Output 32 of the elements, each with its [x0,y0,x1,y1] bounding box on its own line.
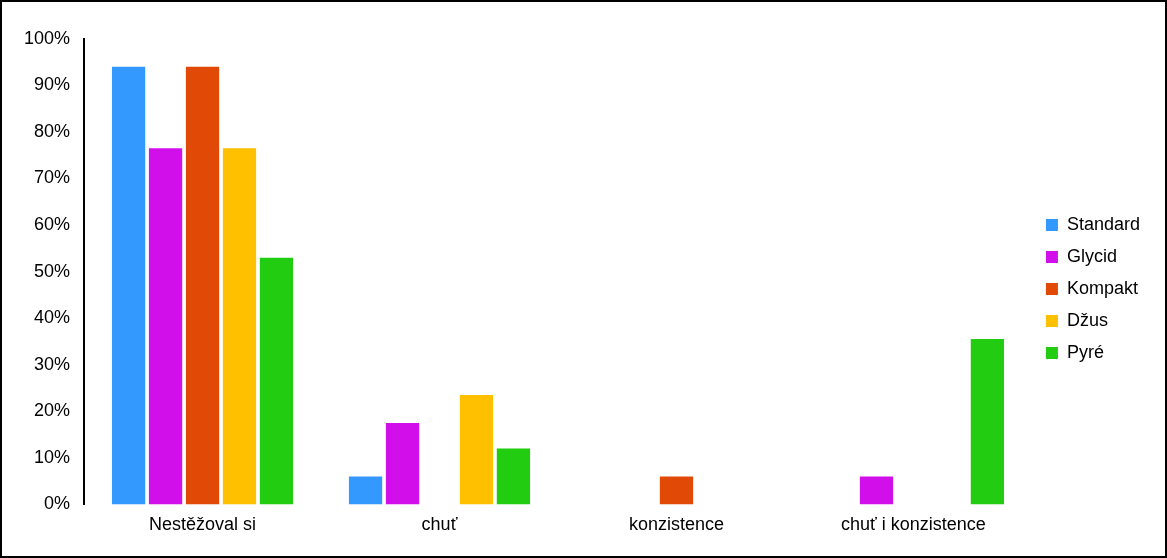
bar [859,476,894,505]
legend-label: Kompakt [1066,277,1138,298]
y-tick-label: 90% [34,74,71,95]
bar [385,422,420,505]
y-tick-label: 0% [44,493,71,514]
bar [496,448,531,505]
y-tick-label: 30% [34,353,71,374]
bar [259,257,294,505]
legend-label: Standard [1066,213,1141,234]
y-tick-label: 10% [34,446,71,467]
legend-label: Glycid [1066,245,1117,266]
x-tick-label: Nestěžoval si [149,514,257,535]
x-tick-label: konzistence [628,514,725,535]
y-tick-label: 70% [34,167,71,188]
y-tick-label: 20% [34,400,71,421]
y-tick-label: 60% [34,214,71,235]
bar [348,476,383,505]
bar [185,66,220,505]
bar [459,394,494,505]
x-tick-label: chuť i konzistence [841,514,986,535]
bar [148,148,183,505]
y-tick-label: 50% [34,260,71,281]
bar [970,339,1005,505]
x-tick-label: chuť [421,514,458,535]
bar [111,66,146,505]
y-tick-label: 40% [34,307,71,328]
bar [659,476,694,505]
y-tick-label: 80% [34,120,71,141]
bar [222,148,257,505]
y-tick-label: 100% [23,27,71,48]
legend-label: Džus [1066,309,1108,330]
legend-label: Pyré [1066,341,1104,362]
